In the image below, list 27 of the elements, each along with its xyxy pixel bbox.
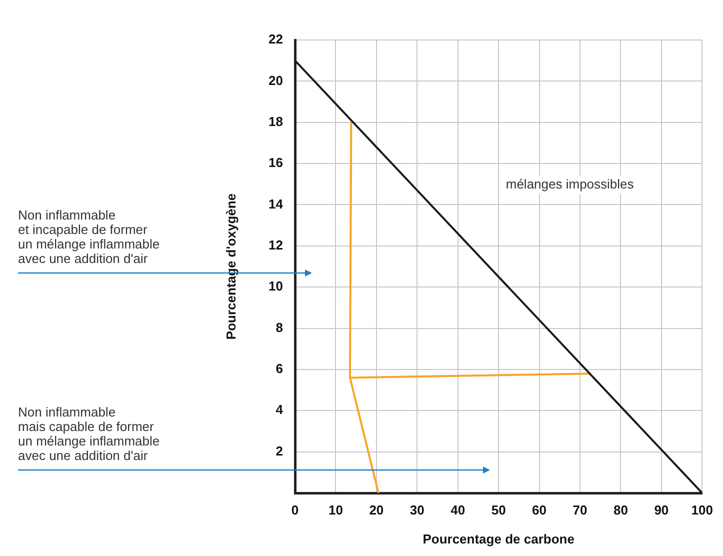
x-tick-label: 0 — [291, 502, 299, 518]
x-tick-label: 100 — [691, 502, 714, 518]
x-tick-label: 30 — [410, 502, 424, 518]
x-tick-label: 80 — [613, 502, 628, 518]
y-tick-label: 2 — [276, 443, 283, 458]
y-tick-label: 6 — [276, 361, 283, 376]
x-tick-label: 10 — [328, 502, 343, 518]
y-tick-label: 20 — [268, 72, 283, 88]
y-axis-title: Pourcentage d'oxygène — [224, 193, 239, 340]
annotation: mélanges impossibles — [506, 176, 634, 192]
y-tick-label: 18 — [268, 114, 283, 129]
y-tick-label: 16 — [268, 155, 283, 170]
x-tick-label: 20 — [369, 502, 384, 518]
y-tick-label: 14 — [268, 196, 284, 212]
text: Non inflammable mais capable de former un mélange inflammable avec une addition d'air — [18, 404, 160, 463]
x-axis-title: Pourcentage de carbone — [422, 532, 574, 547]
x-tick-label: 70 — [572, 502, 588, 518]
y-tick-label: 12 — [268, 237, 283, 252]
y-tick-label: 10 — [268, 278, 283, 294]
x-tick-label: 90 — [654, 502, 669, 518]
x-tick-label: 50 — [491, 502, 506, 518]
x-tick-label: 60 — [532, 502, 547, 518]
y-tick-label: 4 — [276, 402, 284, 418]
text: Non inflammable et incapable de former un mélange inflammable avec une addition d'air — [18, 208, 160, 266]
y-tick-label: 8 — [276, 320, 283, 335]
x-tick-label: 40 — [450, 502, 466, 518]
y-tick-label: 22 — [268, 32, 283, 47]
